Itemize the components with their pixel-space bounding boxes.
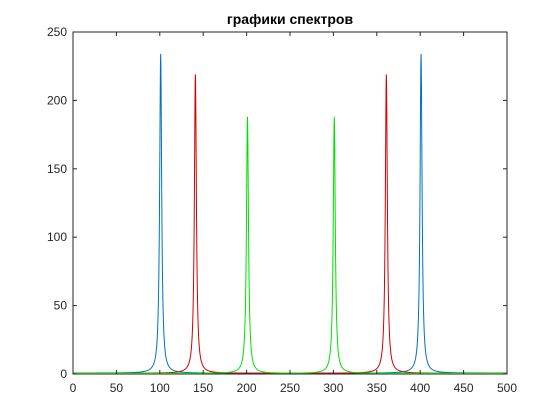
x-tick-label: 450 — [454, 381, 474, 395]
x-tick-label: 300 — [323, 381, 343, 395]
y-tick-label: 50 — [54, 299, 68, 313]
y-tick-label: 0 — [60, 367, 67, 381]
x-tick-label: 400 — [410, 381, 430, 395]
x-tick-label: 350 — [367, 381, 387, 395]
x-tick-label: 100 — [150, 381, 170, 395]
x-axis: 0 50 100 150 200 250 300 350 400 450 500 — [70, 32, 517, 395]
x-tick-label: 0 — [70, 381, 77, 395]
y-tick-label: 200 — [47, 93, 67, 107]
y-tick-label: 150 — [47, 162, 67, 176]
x-tick-label: 500 — [497, 381, 517, 395]
y-tick-label: 250 — [47, 25, 67, 39]
x-tick-label: 150 — [193, 381, 213, 395]
x-tick-label: 200 — [237, 381, 257, 395]
y-axis: 0 50 100 150 200 250 — [47, 25, 507, 381]
x-tick-label: 250 — [280, 381, 300, 395]
plot-area — [72, 31, 508, 375]
chart-title: графики спектров — [227, 11, 354, 27]
x-tick-label: 50 — [110, 381, 124, 395]
y-tick-label: 100 — [47, 230, 67, 244]
